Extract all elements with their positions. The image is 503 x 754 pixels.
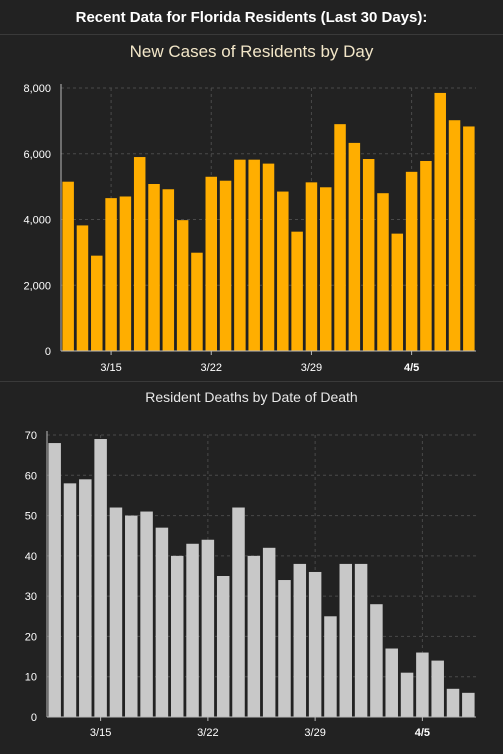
y-tick-label: 0 xyxy=(31,712,37,724)
bar[interactable] xyxy=(262,547,276,717)
x-tick-label: 3/15 xyxy=(90,727,111,739)
chart-title: New Cases of Residents by Day xyxy=(130,42,374,61)
x-tick-label: 3/29 xyxy=(304,727,325,739)
bar[interactable] xyxy=(186,543,199,717)
x-tick-label: 3/29 xyxy=(301,362,322,374)
bar[interactable] xyxy=(416,652,429,717)
bar[interactable] xyxy=(293,563,307,717)
bar[interactable] xyxy=(446,688,460,717)
y-tick-label: 60 xyxy=(25,470,37,482)
deaths-chart: Resident Deaths by Date of Death 0 10 20 30 4… xyxy=(25,389,476,739)
bar[interactable] xyxy=(63,483,77,717)
bar[interactable] xyxy=(431,660,444,717)
page-title: Recent Data for Florida Residents (Last … xyxy=(75,8,428,26)
bar[interactable] xyxy=(105,198,117,351)
bar[interactable] xyxy=(140,511,153,717)
y-tick-label: 70 xyxy=(25,430,37,442)
bar[interactable] xyxy=(262,163,275,351)
bar[interactable] xyxy=(76,225,89,351)
bar[interactable] xyxy=(79,479,92,717)
bar[interactable] xyxy=(148,183,160,351)
y-tick-label: 10 xyxy=(25,672,37,684)
bar[interactable] xyxy=(339,563,353,717)
y-tick-label: 50 xyxy=(25,511,37,523)
bar[interactable] xyxy=(308,571,322,717)
y-tick-label: 6,000 xyxy=(23,149,51,161)
bar[interactable] xyxy=(119,196,132,351)
bar[interactable] xyxy=(391,233,404,351)
bar[interactable] xyxy=(191,252,203,351)
bar[interactable] xyxy=(48,443,61,717)
bar[interactable] xyxy=(400,672,414,717)
bar[interactable] xyxy=(377,193,389,351)
bar[interactable] xyxy=(348,142,361,351)
bar[interactable] xyxy=(305,182,318,351)
bar[interactable] xyxy=(324,616,337,717)
bar[interactable] xyxy=(201,539,215,717)
x-tick-label: 3/22 xyxy=(197,727,218,739)
bar[interactable] xyxy=(362,159,375,351)
bar[interactable] xyxy=(109,507,123,717)
bar[interactable] xyxy=(133,157,146,351)
x-tick-label: 4/5 xyxy=(404,362,419,374)
x-tick-label: 3/15 xyxy=(100,362,121,374)
chart-title: Resident Deaths by Date of Death xyxy=(145,389,357,405)
bar[interactable] xyxy=(354,563,368,717)
bar[interactable] xyxy=(420,160,432,351)
bar[interactable] xyxy=(62,181,74,351)
bar[interactable] xyxy=(94,439,107,717)
bar[interactable] xyxy=(219,180,232,351)
y-tick-label: 0 xyxy=(45,346,51,358)
bar[interactable] xyxy=(319,187,332,351)
bar[interactable] xyxy=(125,515,138,717)
x-tick-label: 4/5 xyxy=(415,727,430,739)
bar[interactable] xyxy=(205,176,218,351)
bar[interactable] xyxy=(232,507,245,717)
bar[interactable] xyxy=(176,220,189,351)
y-tick-label: 2,000 xyxy=(23,280,51,292)
y-tick-label: 20 xyxy=(25,631,37,643)
y-tick-label: 30 xyxy=(25,591,37,603)
y-tick-label: 40 xyxy=(25,551,37,563)
bar[interactable] xyxy=(155,527,169,717)
bar[interactable] xyxy=(248,159,260,351)
bar[interactable] xyxy=(385,648,398,717)
cases-chart: New Cases of Residents by Day 0 2,000 4,000… xyxy=(23,42,476,374)
bar[interactable] xyxy=(463,126,475,352)
bar[interactable] xyxy=(234,159,246,351)
y-tick-label: 8,000 xyxy=(23,83,51,95)
bar[interactable] xyxy=(434,92,446,352)
bar[interactable] xyxy=(448,120,461,351)
bar[interactable] xyxy=(405,171,418,351)
bar[interactable] xyxy=(277,191,289,351)
bar[interactable] xyxy=(370,604,383,717)
cases-chart-panel: New Cases of Residents by Day 0 2,000 4,000… xyxy=(0,34,503,381)
bar[interactable] xyxy=(278,580,291,717)
bar[interactable] xyxy=(247,555,261,717)
bar[interactable] xyxy=(162,189,175,351)
bar[interactable] xyxy=(291,231,303,351)
bar[interactable] xyxy=(334,124,346,351)
x-tick-label: 3/22 xyxy=(201,362,222,374)
y-tick-label: 4,000 xyxy=(23,215,51,227)
bar[interactable] xyxy=(91,255,103,351)
bar[interactable] xyxy=(170,555,184,717)
bar[interactable] xyxy=(216,576,230,717)
bar[interactable] xyxy=(462,692,475,717)
deaths-chart-panel: Resident Deaths by Date of Death 0 10 20 30 4… xyxy=(0,381,503,749)
